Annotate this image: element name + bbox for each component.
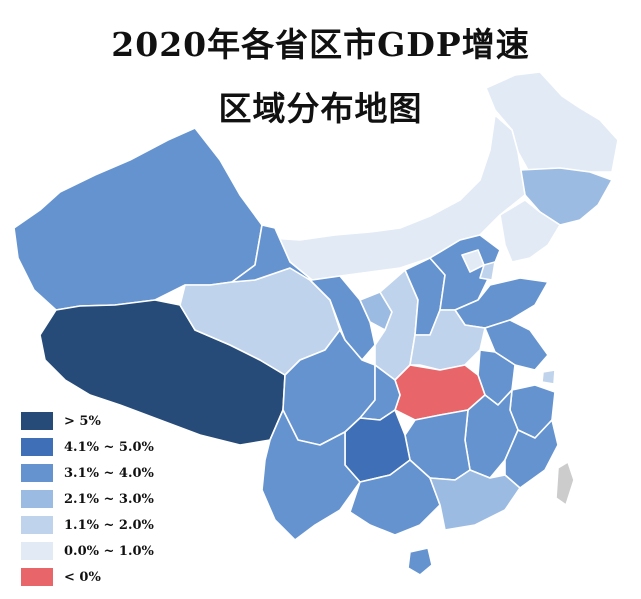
region-liaoning — [499, 199, 561, 263]
legend-label: 4.1% ~ 5.0% — [64, 439, 154, 455]
region-guangdong — [429, 469, 521, 531]
legend-label: 0.0% ~ 1.0% — [64, 543, 154, 559]
map-subtitle: 区域分布地图 — [218, 89, 423, 128]
legend-label: < 0% — [64, 569, 101, 585]
legend-item: > 5% — [20, 408, 154, 434]
region-hebei — [429, 234, 501, 311]
legend-swatch — [20, 411, 54, 431]
legend-item: 3.1% ~ 4.0% — [20, 460, 154, 486]
map-title: 2020年各省区市GDP增速 — [111, 25, 530, 64]
legend-item: < 0% — [20, 564, 154, 590]
legend-label: 2.1% ~ 3.0% — [64, 491, 154, 507]
region-tianjin — [479, 261, 496, 281]
legend: > 5% 4.1% ~ 5.0% 3.1% ~ 4.0% 2.1% ~ 3.0% 1.1… — [20, 408, 154, 590]
region-jilin — [519, 167, 613, 226]
region-inner-mongolia — [269, 114, 526, 281]
legend-label: 1.1% ~ 2.0% — [64, 517, 154, 533]
legend-label: 3.1% ~ 4.0% — [64, 465, 154, 481]
region-guangxi — [349, 459, 441, 536]
legend-swatch — [20, 463, 54, 483]
legend-swatch — [20, 541, 54, 561]
legend-item: 2.1% ~ 3.0% — [20, 486, 154, 512]
region-hainan — [407, 547, 433, 576]
region-shanghai — [541, 369, 556, 385]
region-taiwan — [555, 461, 575, 506]
legend-item: 1.1% ~ 2.0% — [20, 512, 154, 538]
region-fujian — [504, 419, 559, 489]
region-yunnan — [261, 409, 361, 541]
legend-swatch — [20, 567, 54, 587]
legend-swatch — [20, 515, 54, 535]
legend-item: 4.1% ~ 5.0% — [20, 434, 154, 460]
legend-swatch — [20, 489, 54, 509]
legend-item: 0.0% ~ 1.0% — [20, 538, 154, 564]
region-henan — [409, 309, 486, 371]
legend-label: > 5% — [64, 413, 101, 429]
legend-swatch — [20, 437, 54, 457]
